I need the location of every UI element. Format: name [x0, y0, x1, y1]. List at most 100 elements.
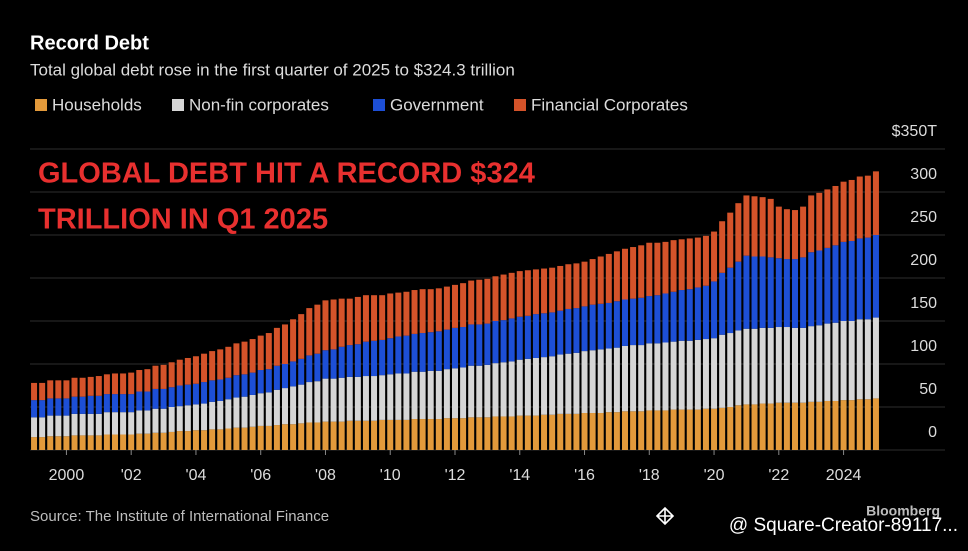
bar-segment: [338, 377, 345, 422]
bar-segment: [112, 373, 118, 395]
bar-segment: [217, 429, 224, 450]
bar-segment: [201, 382, 208, 404]
bar-segment: [694, 287, 701, 340]
bar-segment: [47, 380, 54, 399]
bar-segment: [524, 315, 531, 359]
bar-segment: [589, 259, 596, 305]
bar-segment: [95, 435, 102, 450]
bar-segment: [314, 381, 321, 423]
bar-segment: [39, 382, 46, 401]
bar-segment: [71, 413, 78, 436]
bar-segment: [176, 406, 183, 432]
legend-swatch: [172, 99, 184, 111]
bar-segment: [225, 428, 232, 450]
bar-segment: [848, 179, 855, 242]
bar-segment: [775, 258, 782, 328]
bar-segment: [792, 327, 798, 403]
bar-segment: [800, 206, 807, 258]
bar-segment: [500, 320, 507, 363]
bar-segment: [686, 340, 693, 410]
bar-segment: [152, 388, 159, 409]
bar-segment: [298, 384, 305, 424]
watermark-icon: [655, 506, 675, 526]
bar-segment: [686, 289, 693, 341]
bar-segment: [452, 418, 458, 450]
bar-segment: [792, 210, 798, 260]
bar-segment: [217, 349, 224, 380]
bar-segment: [71, 396, 78, 414]
bar-segment: [290, 361, 297, 387]
bar-segment: [330, 378, 337, 422]
bar-segment: [484, 323, 491, 365]
bar-segment: [209, 401, 216, 430]
bar-segment: [816, 192, 823, 251]
bar-segment: [152, 365, 159, 389]
bar-segment: [87, 435, 94, 450]
bar-segment: [371, 376, 378, 421]
bar-segment: [751, 256, 758, 329]
bar-segment: [848, 321, 855, 401]
bar-segment: [694, 409, 701, 450]
bar-segment: [719, 272, 726, 335]
bar-segment: [565, 413, 572, 450]
bar-segment: [816, 250, 823, 326]
bar-segment: [492, 276, 499, 321]
bar-segment: [112, 434, 118, 450]
bar-segment: [209, 429, 216, 450]
bar-segment: [79, 377, 86, 397]
bar-segment: [184, 405, 191, 432]
bar-segment: [371, 295, 378, 341]
bar-segment: [411, 290, 418, 334]
bar-segment: [630, 298, 637, 346]
bar-segment: [103, 394, 110, 413]
bar-segment: [476, 365, 483, 418]
chart-title: Record Debt: [30, 32, 149, 54]
bar-segment: [55, 415, 62, 437]
bar-segment: [751, 196, 758, 257]
bar-segment: [832, 322, 839, 401]
bar-segment: [702, 408, 709, 450]
bar-segment: [476, 417, 483, 450]
bar-segment: [55, 380, 62, 399]
bar-segment: [484, 278, 491, 324]
bar-segment: [387, 338, 394, 375]
bar-segment: [39, 400, 46, 418]
bar-segment: [152, 432, 159, 450]
bar-segment: [95, 413, 102, 436]
bar-segment: [711, 338, 718, 409]
bar-segment: [589, 350, 596, 414]
bar-segment: [176, 431, 183, 450]
bar-segment: [702, 339, 709, 409]
bar-segment: [31, 400, 38, 418]
bar-segment: [613, 251, 620, 302]
bar-segment: [856, 238, 863, 320]
bar-segment: [516, 316, 523, 360]
bar-segment: [298, 314, 305, 359]
bar-segment: [751, 404, 758, 450]
bar-segment: [508, 361, 515, 417]
bar-segment: [233, 375, 240, 398]
bar-segment: [500, 274, 507, 321]
y-tick-label: 50: [919, 381, 937, 398]
bar-segment: [864, 319, 871, 400]
bar-segment: [816, 401, 823, 450]
x-tick-label: '16: [574, 467, 595, 484]
bar-segment: [524, 270, 531, 316]
bar-segment: [856, 176, 863, 239]
bar-segment: [864, 175, 871, 238]
bar-segment: [379, 375, 386, 420]
bar-segment: [257, 425, 264, 450]
bar-segment: [387, 293, 394, 339]
bar-segment: [711, 231, 718, 282]
bar-segment: [678, 290, 685, 341]
bar-segment: [112, 394, 118, 413]
bar-segment: [516, 271, 523, 317]
bar-segment: [646, 410, 653, 450]
bar-segment: [751, 328, 758, 405]
bar-segment: [265, 425, 272, 450]
bar-segment: [743, 328, 750, 405]
bar-segment: [508, 416, 515, 450]
bar-segment: [516, 359, 523, 416]
bar-segment: [314, 304, 321, 354]
bar-segment: [759, 197, 766, 257]
